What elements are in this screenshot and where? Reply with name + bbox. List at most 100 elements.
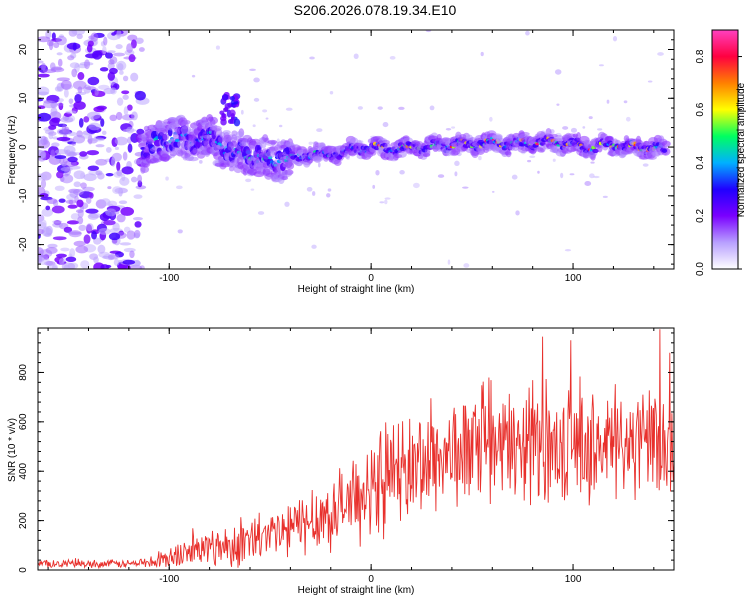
heatmap-blob	[128, 54, 136, 63]
heatmap-blob	[384, 199, 388, 205]
heatmap-blob	[99, 67, 109, 72]
heatmap-blob	[589, 173, 595, 179]
heatmap-blob	[126, 230, 136, 240]
heatmap-blob	[116, 169, 123, 177]
heatmap-blob	[66, 220, 80, 225]
heatmap-blob	[103, 36, 108, 46]
heatmap-blob	[642, 163, 649, 167]
heatmap-blob	[491, 190, 495, 193]
heatmap-y-tick-label: -20	[18, 237, 29, 252]
heatmap-blob	[529, 155, 536, 158]
heatmap-blob	[111, 32, 116, 36]
heatmap-blob	[329, 91, 334, 95]
snr-x-tick-label: -100	[159, 574, 179, 585]
heatmap-blob	[83, 173, 97, 182]
colorbar-tick-label: 0.0	[695, 262, 706, 276]
heatmap-blob	[105, 146, 112, 153]
heatmap-blob	[602, 195, 608, 198]
heatmap-blob	[69, 62, 80, 69]
heatmap-blob	[84, 59, 91, 70]
colorbar-label: Normalized spectral amplitude	[736, 82, 747, 217]
heatmap-blob	[51, 205, 65, 214]
heatmap-blob	[108, 232, 121, 241]
heatmap-blob	[60, 247, 70, 252]
heatmap-blob	[105, 208, 117, 217]
heatmap-blob	[115, 111, 123, 121]
heatmap-blob	[63, 226, 73, 233]
heatmap-blob	[116, 213, 126, 223]
heatmap-blob	[63, 88, 69, 98]
heatmap-blob	[122, 151, 128, 161]
heatmap-blob	[54, 86, 62, 92]
heatmap-blob	[77, 216, 84, 225]
heatmap-blob	[97, 172, 105, 180]
snr-y-tick-label: 400	[18, 462, 29, 479]
heatmap-blob	[91, 137, 105, 142]
heatmap-blob	[219, 110, 225, 115]
heatmap-blob	[511, 174, 518, 180]
heatmap-blob	[113, 258, 120, 266]
heatmap-blob	[67, 55, 75, 61]
heatmap-blob	[43, 136, 49, 145]
heatmap-blob	[113, 52, 126, 57]
heatmap-y-ticks: -20 -10 0 10 20	[18, 29, 674, 265]
heatmap-blob	[72, 80, 87, 90]
heatmap-blob	[564, 249, 572, 252]
heatmap-blob	[76, 199, 84, 208]
heatmap-blob	[505, 150, 512, 158]
heatmap-blob	[42, 100, 57, 109]
heatmap-blob	[612, 36, 618, 42]
snr-y-tick-label: 0	[18, 567, 29, 573]
heatmap-blob	[107, 50, 116, 54]
heatmap-blob	[64, 126, 70, 134]
heatmap-blob	[126, 43, 134, 54]
heatmap-blob	[454, 171, 458, 177]
heatmap-blob	[93, 256, 99, 264]
heatmap-y-tick-label: 0	[18, 144, 29, 150]
heatmap-blob	[592, 148, 599, 154]
heatmap-blob	[86, 150, 100, 156]
heatmap-blob	[109, 114, 118, 122]
heatmap-blob	[116, 97, 124, 106]
heatmap-blob	[107, 62, 115, 70]
heatmap-blob	[515, 210, 520, 216]
heatmap-blob	[311, 244, 317, 249]
heatmap-blob	[52, 236, 67, 241]
heatmap-blob	[51, 263, 58, 269]
heatmap-blob	[154, 122, 165, 129]
heatmap-blob	[130, 176, 138, 183]
heatmap-blob	[54, 185, 65, 191]
heatmap-blob	[604, 135, 614, 142]
heatmap-blob	[309, 56, 315, 60]
heatmap-frame	[37, 29, 675, 270]
heatmap-blob	[118, 200, 128, 205]
heatmap-blob	[327, 188, 332, 192]
heatmap-blob	[67, 156, 78, 163]
heatmap-blob	[52, 222, 64, 228]
heatmap-blob	[42, 69, 57, 74]
heatmap-blob	[72, 188, 84, 196]
heatmap-blob	[79, 151, 88, 157]
heatmap-blob	[379, 201, 385, 204]
heatmap-blob	[129, 250, 135, 259]
heatmap-x-tick-label: 0	[368, 273, 374, 284]
heatmap-blob	[93, 237, 102, 245]
heatmap-blob	[38, 254, 42, 264]
heatmap-blob	[100, 264, 110, 269]
heatmap-blob	[382, 122, 389, 128]
heatmap-blob	[46, 260, 54, 266]
heatmap-blob	[83, 116, 90, 123]
heatmap-blob	[282, 170, 293, 178]
heatmap-blob	[233, 118, 241, 127]
heatmap-x-tick-label: -100	[159, 273, 179, 284]
heatmap-blob	[85, 223, 94, 232]
heatmap-blob	[63, 145, 76, 155]
heatmap-blob	[132, 217, 143, 221]
colorbar-tick-label: 0.2	[695, 209, 706, 223]
heatmap-blob	[625, 116, 631, 122]
colorbar: 0.0 0.2 0.4 0.6 0.8 Normalized spectral ampl…	[695, 29, 747, 276]
heatmap-blob	[38, 112, 52, 122]
heatmap-blob	[326, 193, 331, 198]
heatmap-blob	[127, 143, 133, 153]
snr-frame	[37, 327, 675, 571]
